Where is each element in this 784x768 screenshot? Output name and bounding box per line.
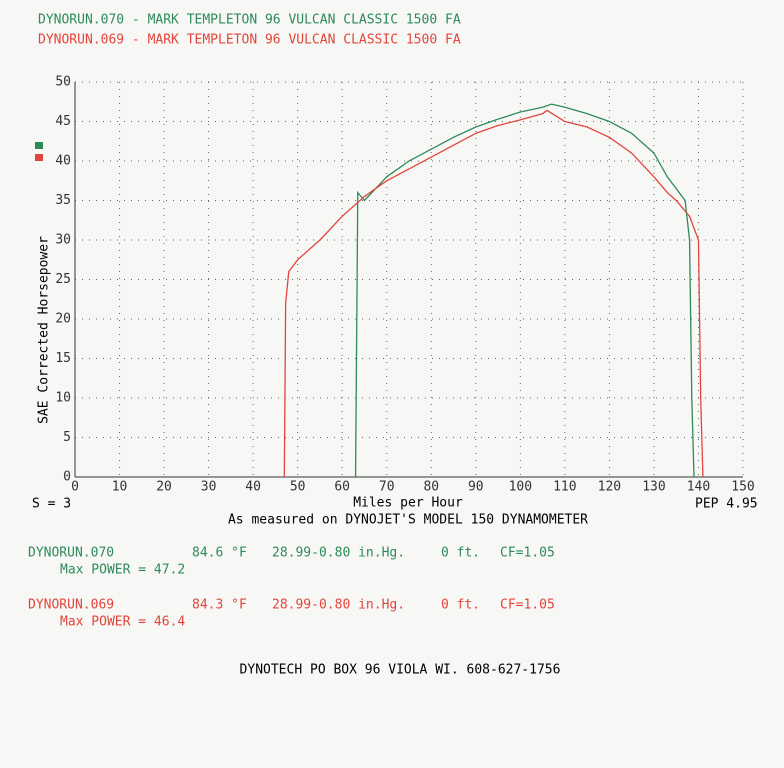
run-max-power: Max POWER = 47.2: [60, 563, 185, 578]
x-tick-label: 130: [642, 480, 665, 495]
run-altitude: 0 ft.: [441, 598, 480, 613]
x-tick-label: 30: [201, 480, 217, 495]
run-pressure: 28.99-0.80 in.Hg.: [272, 598, 405, 613]
series-line: [354, 103, 695, 478]
pep: PEP 4.95: [695, 497, 758, 512]
x-tick-label: 110: [553, 480, 576, 495]
x-tick-label: 60: [334, 480, 350, 495]
x-tick-label: 70: [379, 480, 395, 495]
y-tick-label: 10: [55, 391, 71, 406]
x-tick-label: 100: [509, 480, 532, 495]
x-tick-label: 10: [112, 480, 128, 495]
run-altitude: 0 ft.: [441, 546, 480, 561]
run-run: DYNORUN.070: [28, 546, 114, 561]
y-tick-label: 40: [55, 154, 71, 169]
y-tick-label: 35: [55, 193, 71, 208]
x-tick-label: 50: [290, 480, 306, 495]
y-tick-label: 25: [55, 272, 71, 287]
y-tick-label: 5: [63, 430, 71, 445]
y-tick-label: 50: [55, 75, 71, 90]
run-cf: CF=1.05: [500, 546, 555, 561]
legend-label: DYNORUN.069 - MARK TEMPLETON 96 VULCAN C…: [38, 33, 461, 48]
y-axis-label: SAE Corrected Horsepower: [37, 236, 52, 424]
y-tick-label: 15: [55, 351, 71, 366]
run-temp: 84.3 °F: [192, 598, 247, 613]
x-tick-label: 0: [71, 480, 79, 495]
legend-label: DYNORUN.070 - MARK TEMPLETON 96 VULCAN C…: [38, 13, 461, 28]
run-max-power: Max POWER = 46.4: [60, 615, 185, 630]
x-tick-label: 120: [598, 480, 621, 495]
legend-swatch: [35, 154, 43, 161]
y-tick-label: 0: [63, 470, 71, 485]
run-cf: CF=1.05: [500, 598, 555, 613]
y-tick-label: 45: [55, 114, 71, 129]
legend-swatch: [35, 142, 43, 149]
x-tick-label: 20: [156, 480, 172, 495]
x-tick-label: 90: [468, 480, 484, 495]
y-tick-label: 20: [55, 312, 71, 327]
run-temp: 84.6 °F: [192, 546, 247, 561]
x-tick-label: 140: [687, 480, 710, 495]
subtitle: As measured on DYNOJET'S MODEL 150 DYNAM…: [228, 513, 588, 528]
series-line: [283, 109, 704, 478]
footer: DYNOTECH PO BOX 96 VIOLA WI. 608-627-175…: [240, 663, 561, 678]
x-tick-label: 40: [245, 480, 261, 495]
run-pressure: 28.99-0.80 in.Hg.: [272, 546, 405, 561]
smoothing: S = 3: [32, 497, 71, 512]
x-tick-label: 80: [423, 480, 439, 495]
x-tick-label: 150: [731, 480, 754, 495]
run-run: DYNORUN.069: [28, 598, 114, 613]
y-tick-label: 30: [55, 233, 71, 248]
x-axis-label: Miles per Hour: [353, 496, 463, 511]
